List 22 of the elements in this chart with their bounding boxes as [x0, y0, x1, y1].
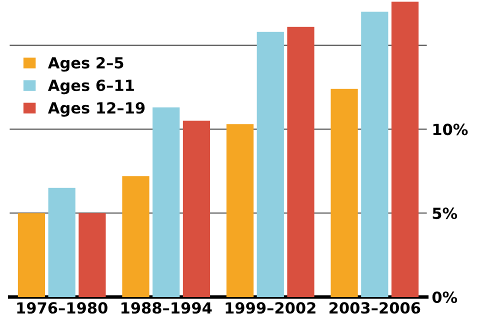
- y-tick-label: 5%: [432, 208, 458, 220]
- legend-label: Ages 6–11: [48, 80, 134, 94]
- legend-label: Ages 12–19: [48, 102, 145, 117]
- y-tick-label: 0%: [432, 291, 458, 304]
- bar: [48, 188, 76, 297]
- bar: [78, 213, 106, 297]
- bar: [226, 124, 254, 297]
- bar: [256, 32, 284, 297]
- bar: [287, 26, 314, 297]
- bar: [361, 12, 388, 297]
- bar: [122, 176, 150, 297]
- x-tick-label: 2003–2006: [330, 302, 420, 314]
- x-tick-label: 1988–1994: [121, 302, 212, 314]
- y-tick-label: 10%: [433, 124, 468, 136]
- x-tick-label: 1976–1980: [17, 302, 108, 314]
- bar: [391, 2, 419, 297]
- bar: [182, 120, 210, 297]
- legend-label: Ages 2–5: [48, 57, 124, 72]
- bar: [18, 213, 46, 297]
- bar: [330, 88, 358, 297]
- x-tick-label: 1999–2002: [226, 302, 316, 314]
- bar: [152, 107, 180, 297]
